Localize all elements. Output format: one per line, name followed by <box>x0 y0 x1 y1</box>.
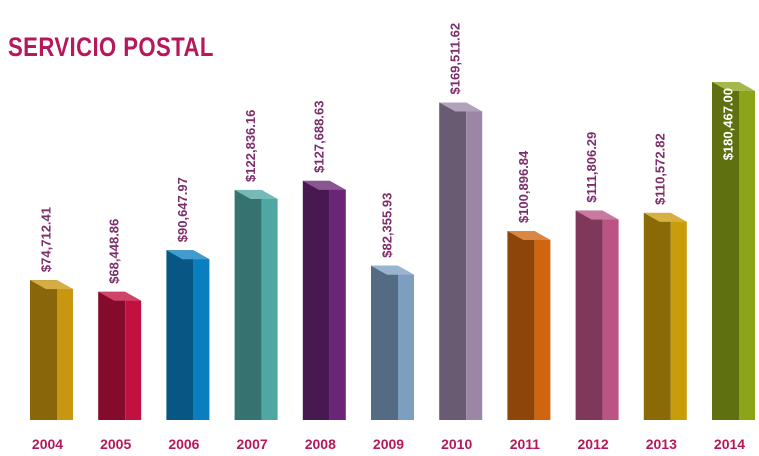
data-label-2012: $111,806.29 <box>584 132 599 203</box>
data-label-2010: $169,511.62 <box>448 23 463 95</box>
bar-front-2011 <box>507 231 535 420</box>
bar-2009 <box>371 265 414 420</box>
bar-front-2013 <box>643 212 671 420</box>
bar-front-2014 <box>712 82 739 420</box>
bar-top-2012 <box>575 210 619 220</box>
bar-side-2005 <box>125 291 142 420</box>
x-tick-2004: 2004 <box>32 436 63 452</box>
bar-front-2010 <box>439 102 467 421</box>
x-tick-2014: 2014 <box>714 436 745 452</box>
bar-side-2007 <box>261 189 278 420</box>
bar-top-2006 <box>166 250 210 260</box>
data-label-2007: $122,836.16 <box>243 110 258 182</box>
bar-2004 <box>30 280 73 420</box>
data-label-2006: $90,647.97 <box>175 177 190 242</box>
bar-side-2004 <box>57 280 73 420</box>
data-labels: $74,712.41 $68,448.86 $90,647.97 $122,836.1… <box>39 23 736 284</box>
x-tick-2010: 2010 <box>441 436 472 452</box>
bar-side-2014 <box>739 82 755 420</box>
bars <box>30 82 755 421</box>
bar-side-2006 <box>193 250 210 420</box>
x-tick-2009: 2009 <box>373 436 404 452</box>
bar-2007 <box>234 189 278 420</box>
x-tick-2011: 2011 <box>510 436 541 452</box>
bar-side-2011 <box>534 231 551 420</box>
data-label-2004: $74,712.41 <box>39 207 54 272</box>
bar-side-2010 <box>466 102 483 421</box>
data-label-2013: $110,572.82 <box>652 133 667 205</box>
data-label-2005: $68,448.86 <box>107 219 122 284</box>
bar-top-2013 <box>643 212 687 222</box>
bar-side-2009 <box>398 265 414 420</box>
bar-side-2008 <box>329 180 346 420</box>
bar-top-2009 <box>371 265 414 275</box>
x-tick-2007: 2007 <box>237 436 268 452</box>
chart-title: SERVICIO POSTAL <box>8 32 214 62</box>
bar-2012 <box>575 210 619 420</box>
bar-side-2013 <box>670 212 687 420</box>
x-tick-2005: 2005 <box>100 436 131 452</box>
data-label-2009: $82,355.93 <box>380 193 395 258</box>
bar-top-2014 <box>712 82 755 91</box>
bar-top-2004 <box>30 280 73 290</box>
x-tick-2008: 2008 <box>305 436 336 452</box>
bar-2011 <box>507 231 551 420</box>
bar-2014 <box>712 82 755 420</box>
bar-top-2007 <box>234 189 278 199</box>
data-label-2011: $100,896.84 <box>516 150 531 223</box>
bar-side-2012 <box>602 210 619 420</box>
bar-front-2012 <box>575 210 603 420</box>
bar-top-2011 <box>507 231 551 241</box>
bar-top-2005 <box>98 291 142 301</box>
bar-front-2009 <box>371 265 398 420</box>
bar-front-2007 <box>234 189 262 420</box>
bar-2008 <box>302 180 346 420</box>
bar-2010 <box>439 102 483 421</box>
bar-2006 <box>166 250 210 420</box>
x-tick-2013: 2013 <box>646 436 677 452</box>
x-tick-2006: 2006 <box>168 436 199 452</box>
bar-2005 <box>98 291 142 420</box>
data-label-2008: $127,688.63 <box>311 101 326 173</box>
bar-top-2010 <box>439 102 483 112</box>
bar-top-2008 <box>302 180 346 190</box>
data-label-2014: $180,467.00 <box>721 88 736 160</box>
bar-front-2004 <box>30 280 57 420</box>
bar-front-2005 <box>98 291 126 420</box>
bar-front-2006 <box>166 250 194 420</box>
bar-2013 <box>643 212 687 420</box>
x-tick-2012: 2012 <box>578 436 609 452</box>
x-axis-tick-labels: 2004 2005 2006 2007 2008 2009 2010 2011 2012 2013… <box>32 436 745 452</box>
bar-front-2008 <box>302 180 330 420</box>
